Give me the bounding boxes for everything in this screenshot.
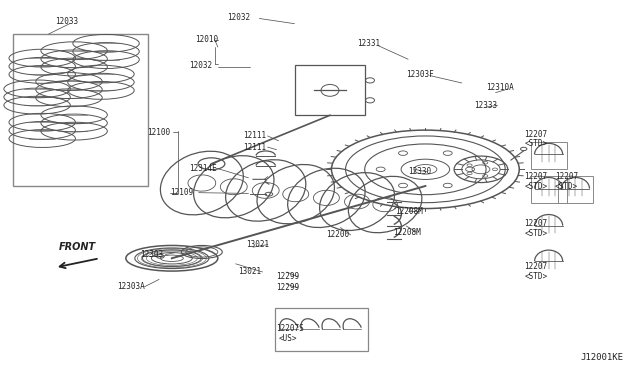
Text: <STD>: <STD> — [524, 272, 547, 281]
Text: 12207S: 12207S — [276, 324, 305, 333]
Text: 12314E: 12314E — [189, 164, 217, 173]
Text: 12109: 12109 — [170, 188, 193, 197]
Bar — [531, 176, 566, 203]
Text: <STD>: <STD> — [524, 139, 547, 148]
Text: 12330: 12330 — [408, 167, 431, 176]
Text: 12200: 12200 — [326, 230, 349, 240]
Text: 13021: 13021 — [246, 240, 269, 249]
Bar — [275, 308, 368, 351]
Text: 12331: 12331 — [357, 39, 380, 48]
Text: 12207: 12207 — [524, 129, 547, 139]
Text: 12010: 12010 — [195, 35, 219, 44]
Text: 12207: 12207 — [524, 172, 547, 181]
Text: <STD>: <STD> — [555, 182, 578, 190]
Text: 12207: 12207 — [555, 172, 578, 181]
Text: 12208M: 12208M — [394, 228, 421, 237]
Text: 12207: 12207 — [524, 262, 547, 271]
Text: 12303: 12303 — [140, 250, 163, 259]
Text: <US>: <US> — [278, 334, 297, 343]
Text: 13021: 13021 — [238, 267, 261, 276]
Text: <STD>: <STD> — [524, 229, 547, 238]
Text: 12100: 12100 — [148, 128, 171, 137]
Text: 12299: 12299 — [276, 283, 300, 292]
Text: 12208M: 12208M — [396, 207, 423, 216]
Text: 12333: 12333 — [474, 101, 498, 110]
Text: 12032: 12032 — [227, 13, 250, 22]
Text: 12032: 12032 — [189, 61, 212, 70]
Text: 12310A: 12310A — [486, 83, 514, 92]
Text: 12303F: 12303F — [406, 70, 434, 79]
Bar — [13, 34, 148, 186]
Bar — [295, 65, 365, 115]
Text: 12111: 12111 — [243, 131, 266, 141]
Text: FRONT: FRONT — [59, 242, 96, 252]
Text: 12207: 12207 — [524, 219, 547, 228]
Bar — [557, 176, 593, 203]
Text: <STD>: <STD> — [524, 182, 547, 190]
Text: J12001KE: J12001KE — [580, 353, 623, 362]
Text: 12299: 12299 — [276, 272, 300, 281]
Bar — [531, 141, 566, 169]
Text: 12303A: 12303A — [117, 282, 145, 291]
Text: 12111: 12111 — [243, 142, 266, 151]
Text: 12033: 12033 — [55, 17, 78, 26]
